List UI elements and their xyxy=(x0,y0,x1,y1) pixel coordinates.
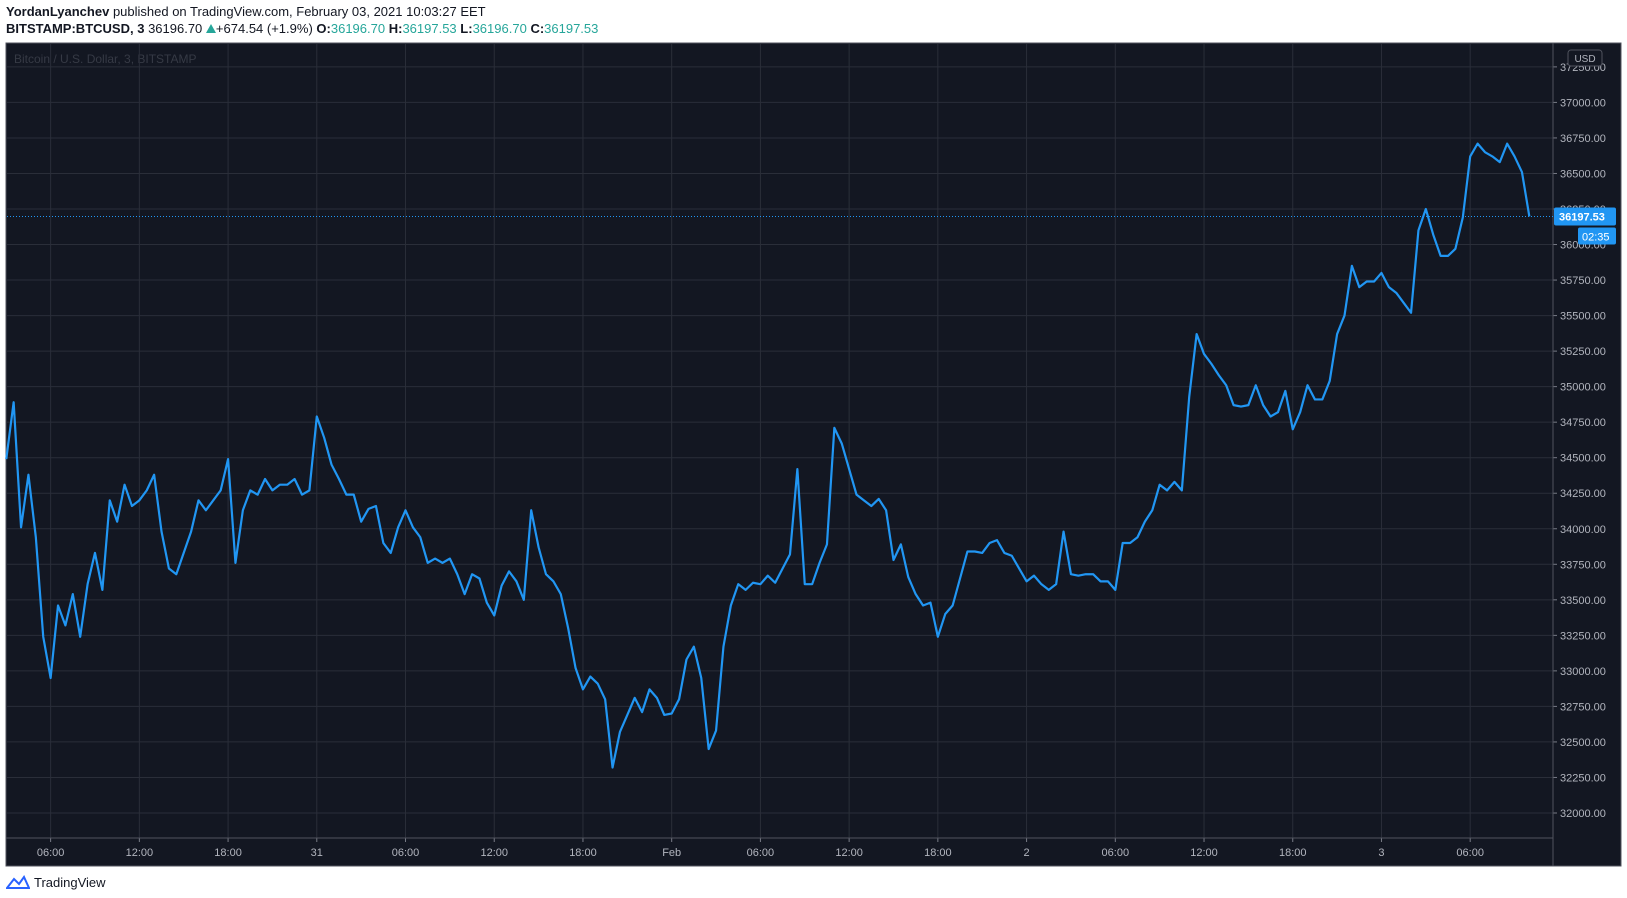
publish-info: published on TradingView.com, February 0… xyxy=(112,4,486,19)
y-tick-label: 35250.00 xyxy=(1560,346,1606,358)
chart-background xyxy=(5,42,1622,867)
y-tick-label: 33500.00 xyxy=(1560,595,1606,607)
last-price-badge xyxy=(1554,207,1616,226)
x-tick-label: 06:00 xyxy=(1102,847,1130,859)
x-tick-label: 3 xyxy=(1378,847,1384,859)
x-tick-label: 18:00 xyxy=(214,847,242,859)
watermark: Bitcoin / U.S. Dollar, 3, BITSTAMP xyxy=(14,52,197,66)
y-tick-label: 32000.00 xyxy=(1560,808,1606,820)
y-tick-label: 33250.00 xyxy=(1560,630,1606,642)
y-tick-label: 36500.00 xyxy=(1560,168,1606,180)
y-tick-label: 34750.00 xyxy=(1560,417,1606,429)
y-tick-label: 32500.00 xyxy=(1560,737,1606,749)
y-tick-label: 34000.00 xyxy=(1560,524,1606,536)
change: +674.54 (+1.9%) xyxy=(215,21,313,36)
x-tick-label: 18:00 xyxy=(569,847,597,859)
open-label: O: xyxy=(316,21,331,36)
x-tick-label: 06:00 xyxy=(747,847,775,859)
countdown-label: 02:35 xyxy=(1582,231,1610,243)
y-tick-label: 37000.00 xyxy=(1560,97,1606,109)
x-tick-label: 12:00 xyxy=(1190,847,1218,859)
low-value: 36196.70 xyxy=(472,21,527,36)
x-tick-label: 06:00 xyxy=(392,847,420,859)
x-tick-label: 18:00 xyxy=(1279,847,1307,859)
y-tick-label: 34250.00 xyxy=(1560,488,1606,500)
y-tick-label: 35750.00 xyxy=(1560,275,1606,287)
symbol-legend: BITSTAMP:BTCUSD, 3 36196.70 +674.54 (+1.… xyxy=(6,21,598,36)
y-tick-label: 35000.00 xyxy=(1560,382,1606,394)
x-tick-label: Feb xyxy=(662,847,681,859)
high-label: H: xyxy=(388,21,403,36)
y-tick-label: 36750.00 xyxy=(1560,133,1606,145)
brand-name: TradingView xyxy=(34,874,106,890)
last-price: 36196.70 xyxy=(148,21,203,36)
x-tick-label: 18:00 xyxy=(924,847,952,859)
x-tick-label: 12:00 xyxy=(126,847,154,859)
currency-badge xyxy=(1567,49,1603,67)
x-tick-label: 12:00 xyxy=(835,847,863,859)
last-price-label: 36197.53 xyxy=(1559,211,1605,223)
x-tick-label: 2 xyxy=(1024,847,1030,859)
open-value: 36196.70 xyxy=(330,21,386,36)
y-tick-label: 33000.00 xyxy=(1560,666,1606,678)
chart: Bitcoin / U.S. Dollar, 3, BITSTAMP 32000… xyxy=(5,42,1622,867)
footer[interactable]: TradingView xyxy=(6,874,106,890)
x-tick-label: 06:00 xyxy=(37,847,65,859)
y-tick-label: 32250.00 xyxy=(1560,772,1606,784)
brand-logo xyxy=(6,875,30,889)
x-tick-label: 06:00 xyxy=(1456,847,1484,859)
up-arrow xyxy=(205,24,216,33)
y-tick-label: 34500.00 xyxy=(1560,453,1606,465)
currency-label: USD xyxy=(1574,54,1595,65)
low-label: L: xyxy=(460,21,473,36)
publish-line: YordanLyanchev published on TradingView.… xyxy=(6,4,486,19)
close-value: 36197.53 xyxy=(544,21,599,36)
x-tick-label: 12:00 xyxy=(480,847,508,859)
y-tick-label: 35500.00 xyxy=(1560,311,1606,323)
price-line xyxy=(5,142,1531,769)
y-tick-label: 32750.00 xyxy=(1560,701,1606,713)
close-label: C: xyxy=(530,21,545,36)
countdown-badge xyxy=(1578,227,1616,245)
y-tick-label: 33750.00 xyxy=(1560,559,1606,571)
x-tick-label: 31 xyxy=(311,847,323,859)
high-value: 36197.53 xyxy=(402,21,457,36)
symbol: BITSTAMP:BTCUSD, 3 xyxy=(6,21,145,36)
author[interactable]: YordanLyanchev xyxy=(6,4,110,19)
